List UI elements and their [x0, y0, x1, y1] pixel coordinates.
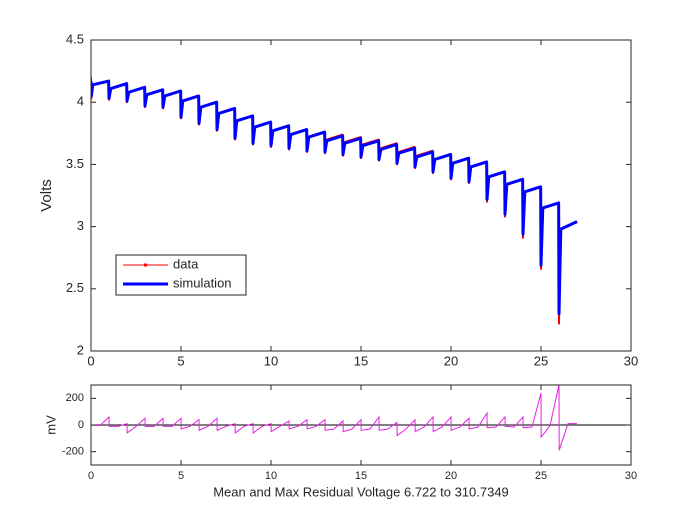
- x-tick-label: 20: [444, 353, 458, 368]
- y-tick-label: 2.5: [66, 280, 84, 295]
- residual-line: [91, 385, 577, 451]
- x-tick-label: 10: [264, 353, 278, 368]
- y-tick-label: -200: [62, 446, 84, 458]
- legend-box: [115, 254, 247, 296]
- x-tick-label: 25: [535, 470, 547, 482]
- axes-box: [90, 39, 632, 352]
- x-axis-label: Mean and Max Residual Voltage 6.722 to 3…: [213, 484, 509, 499]
- x-tick-label: 0: [87, 353, 94, 368]
- y-tick-label: 2: [77, 342, 84, 357]
- legend-label: simulation: [173, 275, 232, 290]
- plot-content: [91, 385, 631, 451]
- legend-label: data: [173, 256, 199, 271]
- y-tick-label: 4.5: [66, 31, 84, 46]
- x-tick-label: 15: [354, 353, 368, 368]
- plot-content: [91, 77, 578, 325]
- series-line: [91, 79, 578, 316]
- y-tick-label: 0: [78, 419, 84, 431]
- axes-box: [90, 384, 632, 466]
- y-tick-label: 3: [77, 218, 84, 233]
- y-axis-label: Volts: [38, 179, 55, 212]
- x-tick-label: 10: [265, 470, 277, 482]
- x-tick-label: 30: [625, 470, 637, 482]
- legend-marker: [144, 263, 147, 267]
- plot-area: [91, 40, 631, 351]
- y-tick-label: 200: [66, 392, 84, 404]
- x-tick-label: 5: [177, 353, 184, 368]
- x-tick-label: 5: [178, 470, 184, 482]
- x-tick-label: 30: [624, 353, 638, 368]
- x-tick-label: 15: [355, 470, 367, 482]
- x-tick-label: 20: [445, 470, 457, 482]
- x-tick-label: 0: [88, 470, 94, 482]
- y-tick-label: 4: [77, 94, 84, 109]
- x-tick-label: 25: [534, 353, 548, 368]
- y-tick-label: 3.5: [66, 156, 84, 171]
- y-axis-label: mV: [43, 415, 58, 435]
